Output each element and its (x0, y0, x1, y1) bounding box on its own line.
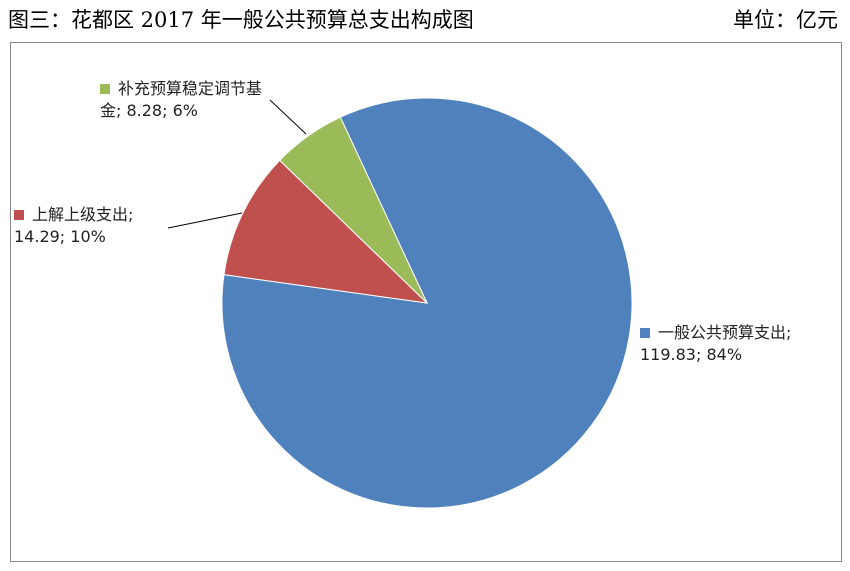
pie-slice (278, 116, 428, 304)
leader-line (269, 99, 307, 135)
label-key (640, 328, 650, 338)
chart-title: 图三：花都区 2017 年一般公共预算总支出构成图 (8, 8, 474, 32)
chart-frame (10, 42, 842, 562)
data-label: 上解上级支出; 14.29; 10% (14, 204, 174, 248)
label-key (14, 210, 24, 220)
unit-label: 单位：亿元 (733, 8, 838, 32)
data-label-text: 上解上级支出; 14.29; 10% (14, 205, 134, 246)
pie-slice (223, 159, 429, 304)
data-label-text: 一般公共预算支出; 119.83; 84% (640, 323, 792, 364)
label-key (100, 84, 110, 94)
data-label: 补充预算稳定调节基金; 8.28; 6% (100, 78, 270, 122)
data-label: 一般公共预算支出; 119.83; 84% (640, 322, 805, 366)
leader-line (167, 212, 243, 229)
data-label-text: 补充预算稳定调节基金; 8.28; 6% (100, 79, 263, 120)
